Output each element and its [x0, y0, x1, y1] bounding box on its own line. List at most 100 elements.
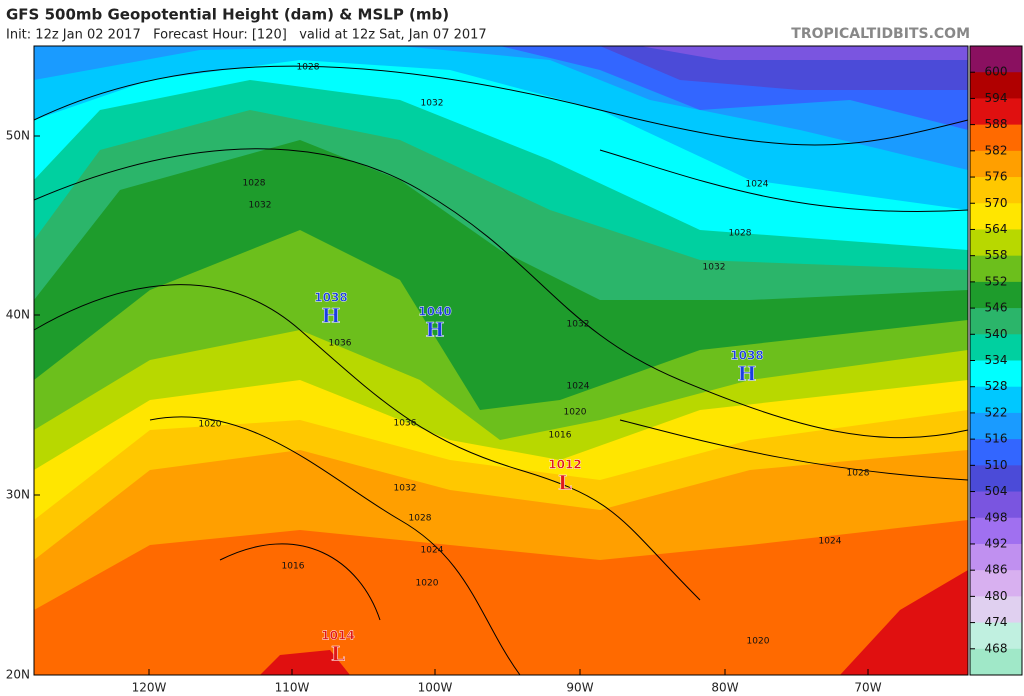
lon-label: 90W [566, 681, 593, 695]
center-type: H [738, 362, 757, 386]
lat-label: 30N [6, 488, 30, 502]
colorbar-swatch [970, 570, 1022, 597]
band [34, 46, 968, 60]
band [260, 650, 350, 675]
center-pressure: 1012 [548, 458, 581, 472]
contour-label: 1024 [819, 537, 842, 547]
band [840, 570, 968, 675]
contour-label: 1016 [282, 562, 305, 572]
center-type: H [322, 304, 341, 328]
contour-label: 1032 [249, 201, 272, 211]
colorbar-swatch [970, 622, 1022, 650]
lat-label: 20N [6, 668, 30, 682]
colorbar-swatch [970, 229, 1022, 257]
isobar [33, 148, 969, 439]
center-pressure: 1038 [314, 291, 347, 305]
contour-label: 1032 [421, 99, 444, 109]
map-frame [33, 45, 969, 676]
colorbar-swatch [970, 360, 1022, 388]
colorbar-swatch [970, 46, 1022, 73]
isobar [33, 65, 969, 146]
contour-label: 1032 [394, 484, 417, 494]
colorbar-swatch [970, 177, 1022, 204]
colorbar-label: 546 [985, 301, 1008, 315]
colorbar-label: 552 [985, 274, 1008, 288]
colorbar-swatch [970, 308, 1022, 335]
colorbar-label: 576 [985, 170, 1008, 184]
colorbar-label: 498 [985, 510, 1008, 524]
lat-label: 40N [6, 308, 30, 322]
contour-label: 1020 [416, 579, 439, 589]
colorbar-label: 510 [985, 458, 1008, 472]
colorbar-label: 492 [985, 536, 1008, 550]
colorbar-swatch [970, 517, 1022, 545]
colorbar-swatch [970, 491, 1022, 519]
lon-label: 70W [854, 681, 881, 695]
contour-label: 1028 [729, 229, 752, 239]
contour-label: 1024 [567, 382, 590, 392]
colorbar-label: 588 [985, 117, 1008, 131]
credit: TROPICALTIDBITS.COM [791, 26, 970, 42]
colorbar-swatch [970, 543, 1022, 571]
lon-label: 100W [418, 681, 453, 695]
contour-label: 1028 [297, 63, 320, 73]
colorbar-swatch [970, 334, 1022, 361]
colorbar-label: 540 [985, 327, 1008, 341]
center-pressure: 1038 [730, 349, 763, 363]
colorbar-label: 486 [985, 563, 1008, 577]
colorbar-swatch [970, 281, 1022, 309]
colorbar-label: 564 [985, 222, 1008, 236]
colorbar-label: 480 [985, 589, 1008, 603]
center-type: L [331, 642, 345, 666]
center-type: L [558, 471, 572, 495]
colorbar-swatch [970, 203, 1022, 230]
contour-label: 1020 [564, 408, 587, 418]
title: GFS 500mb Geopotential Height (dam) & MS… [6, 6, 449, 24]
contour-label: 1016 [549, 431, 572, 441]
contour-label: 1028 [847, 469, 870, 479]
contour-label: 1036 [329, 339, 352, 349]
colorbar-label: 600 [985, 65, 1008, 79]
colorbar-label: 570 [985, 196, 1008, 210]
colorbar-label: 468 [985, 641, 1008, 655]
contour-label: 1020 [747, 637, 770, 647]
colorbar-label: 504 [985, 484, 1008, 498]
colorbar-label: 582 [985, 143, 1008, 157]
colorbar-label: 528 [985, 379, 1008, 393]
contour-label: 1032 [567, 320, 590, 330]
subtitle: Init: 12z Jan 02 2017 Forecast Hour: [12… [6, 28, 487, 43]
colorbar-swatch [970, 150, 1022, 178]
isobar [599, 149, 969, 213]
colorbar-swatch [970, 596, 1022, 624]
colorbar-swatch [970, 386, 1022, 414]
colorbar-label: 534 [985, 353, 1008, 367]
isobar [33, 284, 701, 601]
colorbar-label: 558 [985, 248, 1008, 262]
contour-label: 1024 [746, 180, 769, 190]
colorbar-label: 474 [985, 615, 1008, 629]
colorbar-swatch [970, 72, 1022, 99]
lon-label: 80W [711, 681, 738, 695]
isobar [219, 543, 381, 621]
center-pressure: 1014 [321, 629, 354, 643]
lat-label: 50N [6, 129, 30, 143]
lon-label: 120W [132, 681, 167, 695]
contour-label: 1028 [243, 179, 266, 189]
center-pressure: 1040 [418, 305, 451, 319]
contour-label: 1020 [199, 420, 222, 430]
contour-label: 1036 [394, 419, 417, 429]
colorbar-swatch [970, 412, 1022, 440]
isobar [619, 419, 969, 481]
contour-label: 1024 [421, 546, 444, 556]
colorbar-swatch [970, 439, 1022, 466]
colorbar-label: 522 [985, 405, 1008, 419]
colorbar-swatch [970, 124, 1022, 152]
colorbar-swatch [970, 648, 1022, 676]
colorbar-label: 516 [985, 432, 1008, 446]
map: 1028 1032 1028 1032 1036 1032 1024 1020 1016 1020… [33, 46, 969, 676]
contour-label: 1028 [409, 514, 432, 524]
isobar [149, 416, 521, 676]
colorbar-swatch [970, 465, 1022, 493]
lon-label: 110W [275, 681, 310, 695]
contour-label: 1032 [703, 263, 726, 273]
